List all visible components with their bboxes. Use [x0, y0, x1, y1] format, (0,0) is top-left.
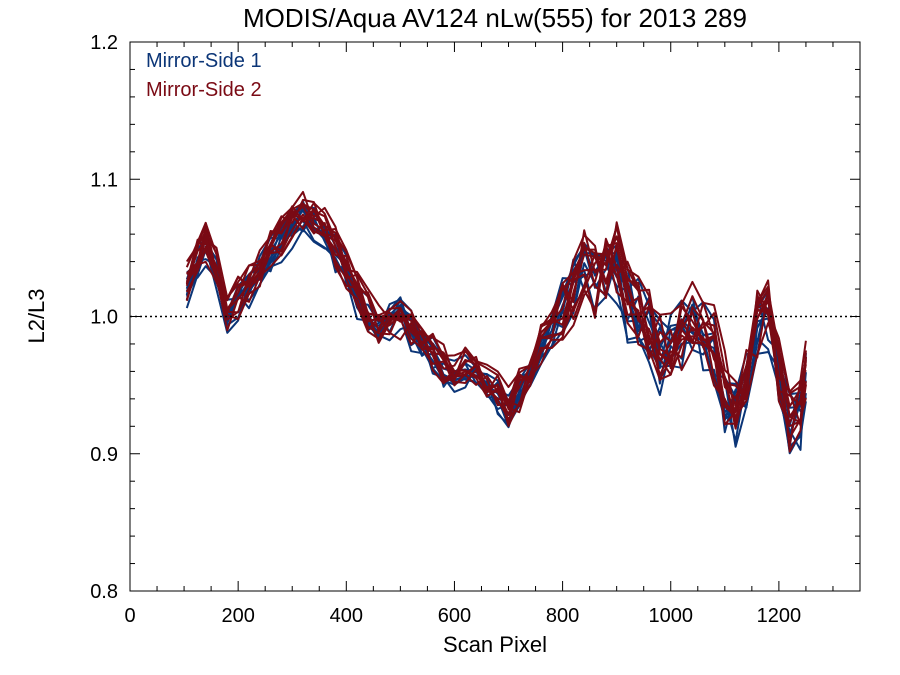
x-tick-label: 1000	[648, 605, 693, 627]
series-layer	[185, 190, 807, 455]
x-tick-label: 800	[546, 605, 579, 627]
y-tick-label: 1.2	[90, 32, 118, 54]
axis-tick-labels: 0 200 400 600 800 1000 1200 0.8 0.9 1.0 1.1 1.2	[90, 32, 801, 627]
y-axis-label: L2/L3	[24, 288, 49, 343]
y-tick-label: 1.1	[90, 169, 118, 191]
x-tick-label: 400	[330, 605, 363, 627]
series-line-1-trace-4	[185, 216, 807, 455]
y-tick-label: 0.8	[90, 581, 118, 603]
y-tick-label: 1.0	[90, 307, 118, 329]
series-line-2-trace-9	[185, 217, 807, 453]
y-tick-label: 0.9	[90, 444, 118, 466]
series-line-2-trace-11	[185, 198, 807, 408]
series-line-2-trace-2	[186, 205, 807, 427]
series-line-2-trace-12	[185, 202, 807, 421]
axis-ticks	[129, 41, 860, 592]
x-tick-label: 0	[124, 605, 135, 627]
x-tick-label: 200	[221, 605, 254, 627]
series-line-2-trace-10	[185, 208, 807, 424]
x-tick-label: 1200	[757, 605, 802, 627]
chart-title: MODIS/Aqua AV124 nLw(555) for 2013 289	[243, 3, 747, 33]
x-tick-label: 600	[438, 605, 471, 627]
legend-entry-mirror-side-2: Mirror-Side 2	[146, 79, 262, 101]
x-axis-label: Scan Pixel	[443, 632, 547, 657]
legend-entry-mirror-side-1: Mirror-Side 1	[146, 50, 262, 72]
